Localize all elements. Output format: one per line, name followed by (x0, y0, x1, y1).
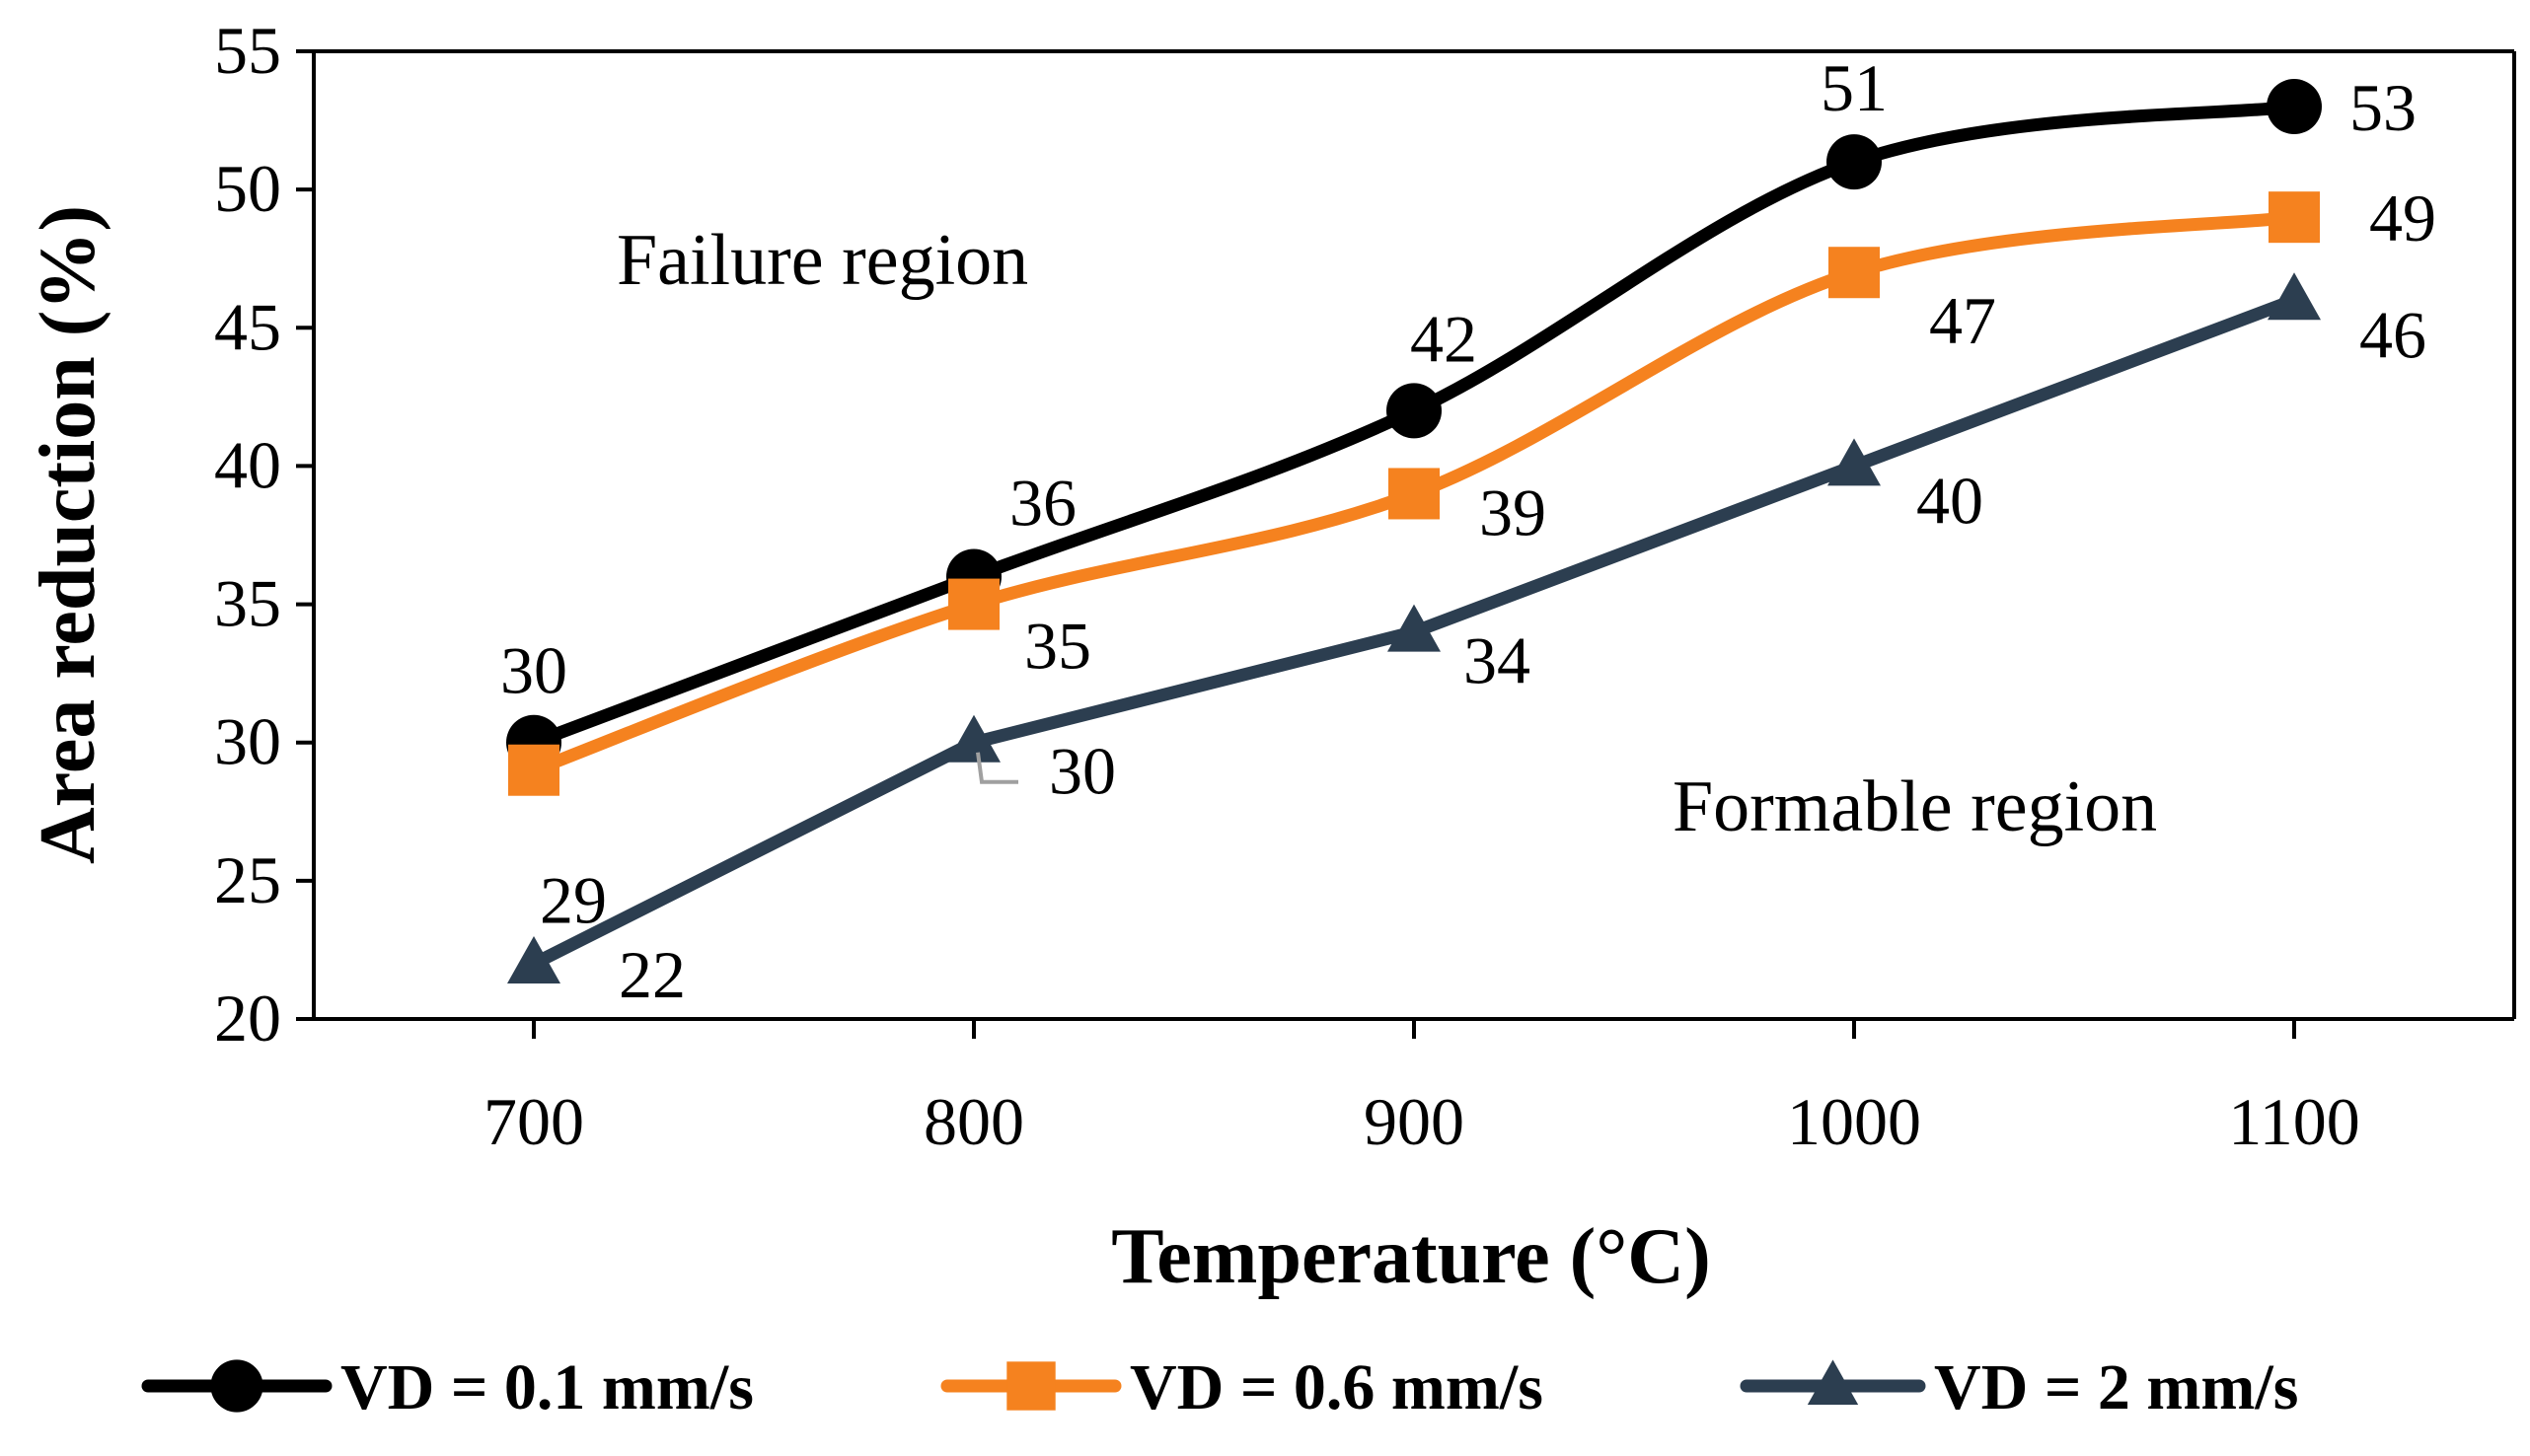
series-3-data-label: 22 (619, 937, 686, 1012)
series-2-marker (1388, 468, 1440, 520)
y-axis-ticks: 20 25 30 35 40 45 50 55 (214, 13, 314, 1056)
x-tick-label: 700 (484, 1084, 584, 1159)
series-3-marker (2268, 272, 2321, 321)
series-3-data-label: 30 (1049, 734, 1116, 809)
y-tick-label: 50 (214, 151, 281, 226)
x-tick-label: 800 (924, 1084, 1024, 1159)
y-axis-title: Area reduction (%) (25, 205, 112, 864)
legend-label-3: VD = 2 mm/s (1934, 1351, 2298, 1423)
series-3-marker (1827, 438, 1881, 486)
series-2-data-label: 35 (1024, 609, 1091, 684)
legend-marker-1 (210, 1359, 263, 1413)
series-2-marker (508, 744, 559, 796)
series-2-data-label: 39 (1479, 474, 1546, 549)
y-tick-label: 30 (214, 704, 281, 779)
y-tick-label: 40 (214, 427, 281, 502)
series-3-marker (1387, 604, 1441, 652)
y-tick-label: 55 (214, 13, 281, 88)
y-tick-label: 45 (214, 289, 281, 364)
legend-label-2: VD = 0.6 mm/s (1130, 1351, 1543, 1423)
y-tick-label: 35 (214, 566, 281, 641)
x-axis-ticks: 700 800 900 1000 1100 (484, 1019, 2360, 1159)
plot-area (312, 49, 2516, 1021)
legend-label-1: VD = 0.1 mm/s (340, 1351, 754, 1423)
series-2-marker (1828, 247, 1880, 299)
series-2-data-label: 49 (2369, 181, 2436, 255)
series-2-marker (2269, 191, 2320, 244)
series-1-marker (1826, 134, 1882, 190)
legend-marker-3 (1807, 1359, 1859, 1405)
legend-marker-2 (1006, 1361, 1056, 1411)
annotation-failure-region: Failure region (617, 220, 1028, 301)
series-1-marker (2267, 79, 2322, 135)
series-3-data-label: 34 (1463, 623, 1530, 698)
data-label-leader-line (976, 752, 1018, 784)
x-tick-label: 1000 (1787, 1084, 1921, 1159)
series-2-marker (948, 578, 1000, 630)
series-1-data-label: 51 (1821, 50, 1888, 125)
series-3-marker (947, 714, 1001, 763)
series-3-marker (507, 935, 560, 983)
x-axis-title: Temperature (°C) (1111, 1213, 1710, 1300)
series-1-marker (1386, 383, 1442, 439)
series-1-data-label: 53 (2349, 70, 2417, 145)
y-tick-label: 20 (214, 981, 281, 1056)
series-3-data-label: 40 (1916, 463, 1983, 538)
series-3-data-label: 46 (2359, 297, 2426, 372)
annotation-formable-region: Formable region (1673, 766, 2157, 847)
legend: VD = 0.1 mm/s VD = 0.6 mm/s VD = 2 mm/s (141, 1351, 2298, 1423)
series-markers (506, 79, 2322, 983)
series-1-data-label: 42 (1410, 301, 1477, 376)
series-1-data-label: 30 (500, 633, 567, 708)
series-2-data-label: 29 (540, 863, 607, 938)
data-labels: 30 36 42 51 53 29 35 39 47 49 22 30 34 40 46 (500, 50, 2436, 1012)
y-tick-label: 25 (214, 842, 281, 917)
series-2-data-label: 47 (1929, 283, 1996, 358)
x-tick-label: 1100 (2228, 1084, 2359, 1159)
x-tick-label: 900 (1364, 1084, 1464, 1159)
series-1-data-label: 36 (1009, 466, 1077, 541)
